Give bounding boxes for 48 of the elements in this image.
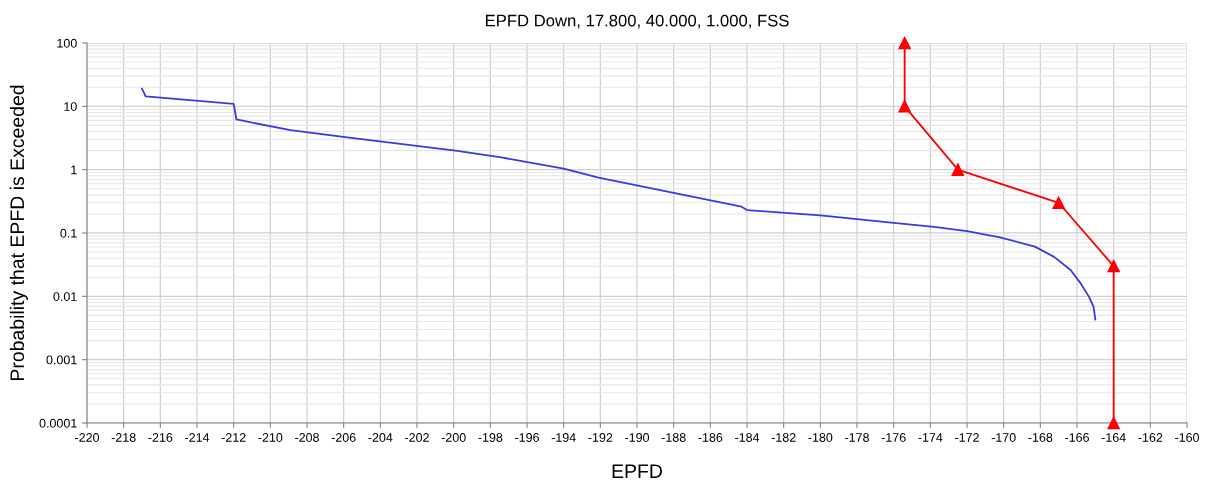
y-tick-label: 100	[57, 38, 77, 48]
x-tick-label: -182	[771, 433, 796, 442]
y-tick-label: 10	[64, 102, 77, 111]
x-tick-label: -170	[991, 433, 1016, 442]
x-tick-label: -202	[405, 433, 429, 442]
line-series	[141, 87, 1097, 321]
x-tick-label: -186	[698, 433, 723, 442]
x-tick-label: -172	[955, 433, 979, 442]
y-tick-label: 0.1	[60, 228, 77, 238]
point	[898, 36, 911, 50]
x-tick-label: -218	[111, 433, 136, 442]
x-tick-label: -204	[368, 433, 393, 442]
x-tick-label: -168	[1028, 433, 1053, 442]
point	[1107, 259, 1120, 273]
x-tick-label: -198	[478, 433, 503, 442]
point	[951, 163, 965, 176]
x-tick-label: -176	[881, 433, 906, 442]
point	[898, 100, 911, 113]
y-tick-label: 0.001	[46, 355, 77, 365]
x-tick-label: -164	[1101, 433, 1126, 442]
x-tick-label: -162	[1138, 433, 1163, 442]
x-tick-label: -188	[661, 433, 686, 442]
x-tick-label: -194	[551, 433, 576, 442]
x-tick-label: -212	[221, 433, 246, 442]
chart-title: EPFD Down, 17.800, 40.000, 1.000, FSS	[485, 14, 789, 29]
x-tick-label: -190	[625, 433, 650, 442]
x-axis-title: EPFD	[612, 464, 662, 478]
x-tick-label: -220	[75, 433, 100, 442]
x-tick-label: -166	[1065, 433, 1089, 442]
x-tick-label: -192	[588, 433, 613, 442]
x-tick-label: -206	[331, 433, 356, 442]
x-tick-label: -178	[845, 433, 869, 442]
x-tick-label: -160	[1175, 433, 1200, 442]
x-tick-label: -196	[515, 433, 539, 442]
y-tick-label: 0.01	[53, 292, 77, 301]
y-tick-label: 1	[71, 165, 77, 175]
x-tick-label: -180	[808, 433, 833, 442]
x-tick-label: -184	[735, 433, 760, 442]
point	[1107, 416, 1120, 430]
y-axis-title: Probability that EPFD is Exceeded	[9, 85, 28, 380]
x-tick-label: -208	[295, 433, 319, 442]
y-tick-label: 0.0001	[39, 418, 77, 428]
x-tick-label: -174	[918, 433, 943, 442]
x-tick-label: -200	[441, 433, 466, 442]
x-tick-label: -214	[185, 433, 210, 442]
x-tick-label: -210	[258, 433, 283, 442]
point	[1052, 196, 1065, 210]
x-tick-label: -216	[148, 433, 173, 442]
